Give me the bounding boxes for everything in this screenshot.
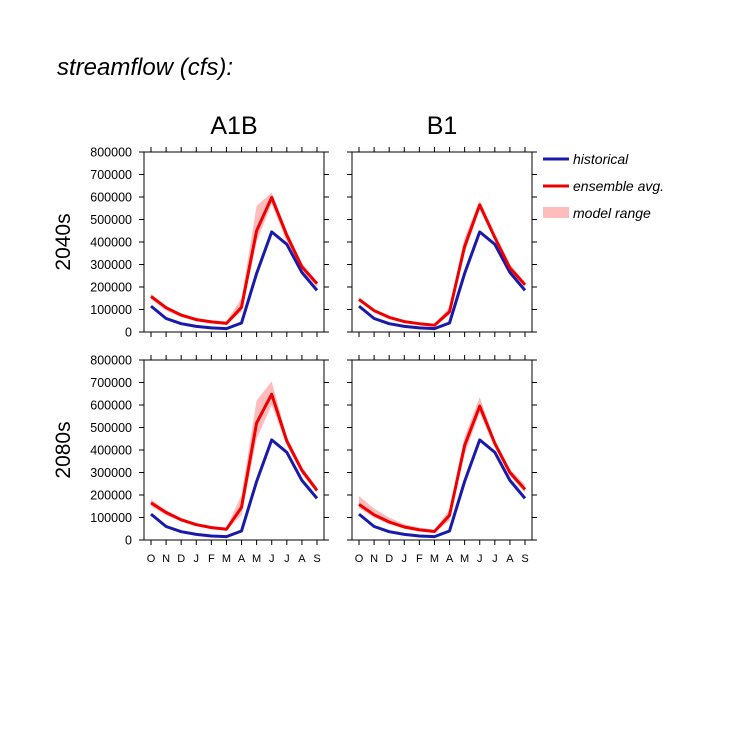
ensemble-avg-line-2080s-b1 xyxy=(358,404,527,533)
y-tick-label: 400000 xyxy=(90,236,132,250)
y-tick-label: 600000 xyxy=(90,399,132,413)
ensemble-avg-line-2040s-b1 xyxy=(358,203,527,327)
legend-label-ensemble-avg: ensemble avg. xyxy=(573,178,664,194)
x-tick-label: F xyxy=(416,553,423,565)
row-title-2080s: 2080s xyxy=(52,421,75,478)
y-tick-label: 800000 xyxy=(90,146,132,160)
x-tick-label: S xyxy=(313,553,320,565)
row-title-2040s: 2040s xyxy=(52,213,75,270)
y-tick-label: 300000 xyxy=(90,258,132,272)
x-tick-label: J xyxy=(284,553,290,565)
historical-line-2040s-a1b xyxy=(150,230,319,331)
model-range-band-2080s-a1b xyxy=(151,381,317,531)
legend-label-historical: historical xyxy=(573,151,629,167)
y-tick-label: 0 xyxy=(125,534,132,548)
historical-line-2040s-b1 xyxy=(358,230,527,331)
x-tick-label: N xyxy=(162,553,170,565)
x-tick-label: J xyxy=(492,553,498,565)
y-tick-label: 600000 xyxy=(90,191,132,205)
x-tick-label: O xyxy=(147,553,156,565)
x-tick-label: A xyxy=(446,553,454,565)
page-title: streamflow (cfs): xyxy=(57,54,234,81)
legend-label-model-range: model range xyxy=(573,205,651,221)
x-tick-label: M xyxy=(460,553,469,565)
y-tick-label: 700000 xyxy=(90,376,132,390)
y-tick-label: 200000 xyxy=(90,281,132,295)
x-tick-label: M xyxy=(252,553,261,565)
panel-frame-2040s-a1b xyxy=(143,151,325,333)
x-tick-label: O xyxy=(355,553,364,565)
x-tick-label: J xyxy=(269,553,275,565)
model-range-band-2040s-a1b xyxy=(151,192,317,325)
historical-line-2080s-b1 xyxy=(358,438,527,539)
panel-frame-2040s-b1 xyxy=(351,151,533,333)
x-tick-label: J xyxy=(194,553,200,565)
x-tick-label: M xyxy=(430,553,439,565)
y-tick-label: 400000 xyxy=(90,444,132,458)
column-title-b1: B1 xyxy=(427,112,458,140)
y-tick-label: 800000 xyxy=(90,354,132,368)
x-tick-label: S xyxy=(521,553,528,565)
legend-swatch-model-range xyxy=(543,207,569,218)
y-tick-label: 500000 xyxy=(90,421,132,435)
y-tick-label: 100000 xyxy=(90,303,132,317)
x-tick-label: A xyxy=(238,553,246,565)
x-tick-label: M xyxy=(222,553,231,565)
ensemble-avg-line-2080s-a1b xyxy=(150,392,319,531)
x-tick-label: A xyxy=(506,553,514,565)
model-range-band-2040s-b1 xyxy=(359,200,525,327)
historical-line-2080s-a1b xyxy=(150,438,319,539)
x-tick-label: D xyxy=(385,553,393,565)
column-title-a1b: A1B xyxy=(210,112,257,140)
y-tick-label: 500000 xyxy=(90,213,132,227)
y-tick-label: 0 xyxy=(125,326,132,340)
y-tick-label: 100000 xyxy=(90,511,132,525)
x-tick-label: D xyxy=(177,553,185,565)
y-tick-label: 200000 xyxy=(90,489,132,503)
y-tick-label: 300000 xyxy=(90,466,132,480)
x-tick-label: A xyxy=(298,553,306,565)
x-tick-label: J xyxy=(477,553,483,565)
ensemble-avg-line-2040s-a1b xyxy=(150,195,319,325)
y-tick-label: 700000 xyxy=(90,168,132,182)
x-tick-label: J xyxy=(402,553,408,565)
x-tick-label: F xyxy=(208,553,215,565)
x-tick-label: N xyxy=(370,553,378,565)
